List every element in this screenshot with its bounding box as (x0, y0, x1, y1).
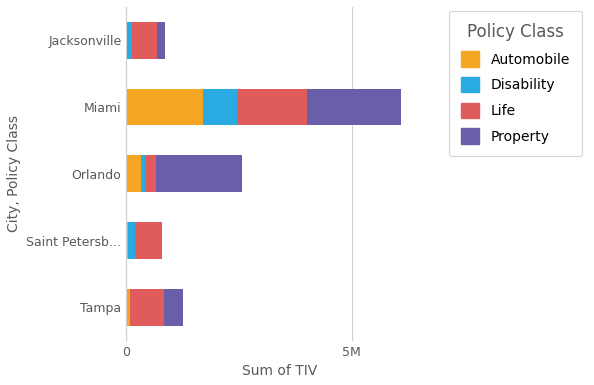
X-axis label: Sum of TIV: Sum of TIV (242, 364, 317, 378)
Bar (145, 156, 156, 192)
Bar (141, 156, 145, 192)
Bar (307, 89, 401, 126)
Bar (128, 222, 135, 259)
Bar (156, 156, 242, 192)
Bar (157, 22, 165, 59)
Bar (164, 289, 183, 326)
Bar (127, 222, 128, 259)
Y-axis label: City, Policy Class: City, Policy Class (7, 115, 21, 232)
Bar (135, 222, 162, 259)
Bar (203, 89, 236, 126)
Bar (127, 22, 132, 59)
Legend: Automobile, Disability, Life, Property: Automobile, Disability, Life, Property (449, 10, 583, 156)
Bar (236, 89, 307, 126)
Bar (130, 289, 164, 326)
Bar (127, 89, 203, 126)
Bar (127, 156, 141, 192)
Bar (132, 22, 157, 59)
Bar (127, 289, 130, 326)
